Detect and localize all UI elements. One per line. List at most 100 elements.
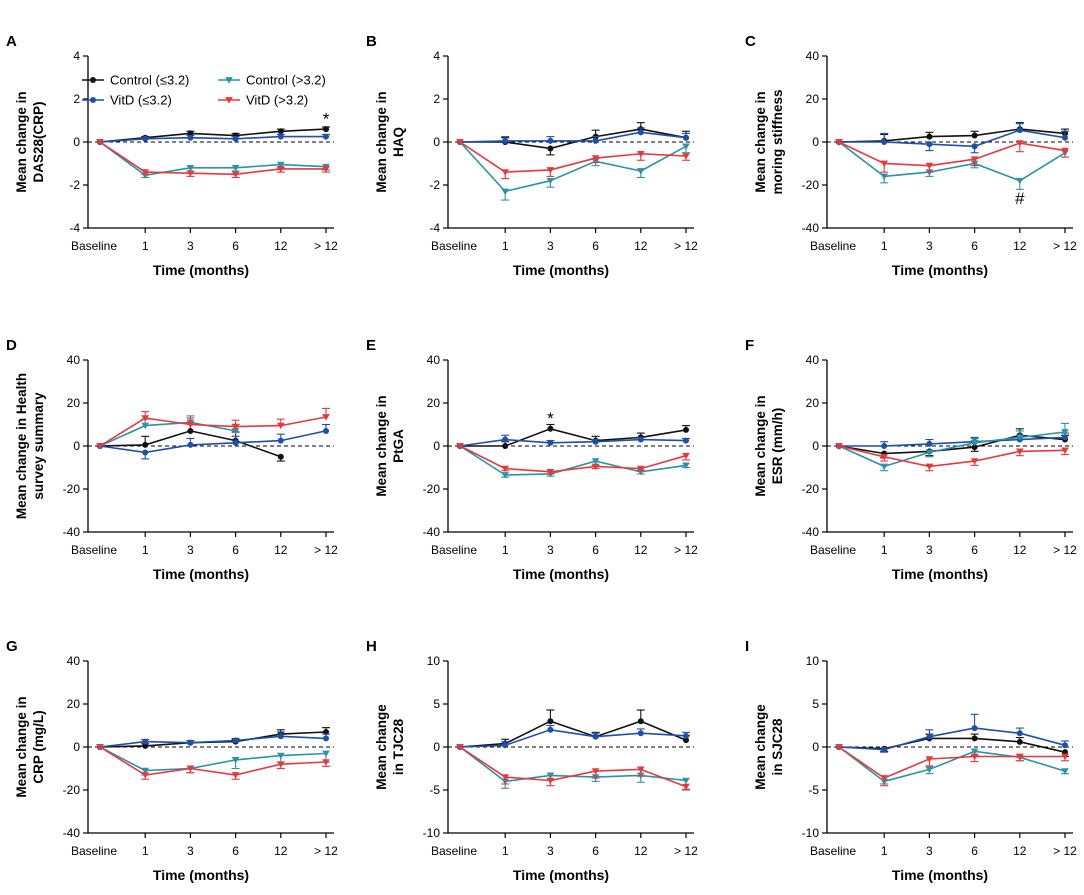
x-tick-label: 6: [971, 844, 978, 858]
data-point: [1062, 434, 1068, 441]
x-tick-label: > 12: [674, 239, 698, 253]
series-line: [838, 746, 1065, 779]
data-point: [232, 135, 239, 142]
series-line: [838, 128, 1066, 143]
data-point: [835, 744, 843, 751]
panel-letter: E: [366, 337, 376, 354]
x-tick-label: 6: [592, 543, 599, 557]
series-line: [99, 141, 326, 176]
y-axis-label: DAS28(CRP): [31, 101, 46, 182]
x-tick-label: Baseline: [71, 239, 117, 253]
data-point: [971, 132, 978, 139]
chart-panel-g: G -40 -20 0 20 40 Baseline 1 3 6 12 > 12 Time (month…: [6, 638, 338, 883]
series-line: [99, 416, 327, 447]
series-2: [96, 744, 330, 776]
series-3: [96, 744, 330, 780]
data-point: [971, 725, 978, 732]
data-point: [322, 750, 330, 758]
data-point: [502, 443, 509, 449]
series-line: [459, 728, 687, 748]
panel-letter: D: [6, 337, 17, 354]
series-line: [460, 427, 687, 447]
data-point: [880, 453, 888, 461]
data-point: [96, 139, 104, 146]
data-point: [186, 765, 195, 773]
y-tick-label: -20: [63, 783, 81, 797]
data-point: [1016, 177, 1024, 185]
x-tick-label: Baseline: [431, 239, 477, 253]
data-point: [141, 415, 149, 422]
data-point: [592, 733, 599, 740]
data-point: [231, 171, 240, 178]
data-point: [835, 443, 843, 450]
y-tick-label: -20: [63, 482, 81, 496]
data-point: [546, 167, 555, 174]
series-1: [457, 127, 690, 145]
y-axis-label: Mean change in: [374, 395, 389, 496]
legend-item: VitD (≤3.2): [82, 93, 172, 108]
series-line: [459, 438, 687, 447]
x-tick-label: 12: [274, 239, 288, 253]
data-point: [970, 748, 979, 755]
y-tick-label: 4: [73, 49, 80, 63]
legend-marker: [225, 77, 233, 84]
y-axis-label: ESR (mm/h): [770, 408, 785, 485]
y-axis-label: Mean change in: [753, 91, 768, 192]
y-tick-label: 20: [67, 697, 81, 711]
panel-letter: H: [366, 638, 377, 655]
data-point: [277, 761, 285, 768]
data-point: [186, 421, 195, 429]
series-3: [456, 443, 690, 476]
data-point: [501, 169, 509, 176]
y-tick-label: 0: [73, 439, 80, 453]
data-point: [1016, 448, 1024, 455]
x-tick-label: 6: [971, 543, 978, 557]
data-point: [187, 427, 194, 434]
data-point: [546, 468, 555, 476]
x-tick-label: > 12: [1053, 543, 1077, 557]
data-point: [1016, 140, 1024, 147]
y-tick-label: -40: [802, 221, 820, 235]
data-point: [926, 440, 933, 447]
data-point: [1016, 730, 1023, 737]
x-tick-label: 12: [634, 543, 648, 557]
legend-marker: [90, 77, 96, 83]
data-point: [546, 777, 555, 785]
y-tick-label: 40: [806, 353, 820, 367]
series-3: [835, 443, 1069, 472]
data-point: [322, 166, 330, 173]
chart-panel-c: C -40 -20 0 20 40 Baseline 1 3 6 12 > 12 Time (month…: [745, 33, 1077, 278]
data-point: [547, 137, 554, 144]
y-tick-label: 20: [806, 92, 820, 106]
y-axis-label: Mean change in: [14, 91, 29, 192]
data-point: [232, 439, 239, 446]
data-point: [142, 742, 149, 749]
legend-label: VitD (>3.2): [246, 93, 308, 108]
data-point: [881, 139, 888, 145]
x-tick-label: > 12: [674, 844, 698, 858]
data-point: [591, 155, 600, 162]
data-point: [142, 738, 149, 745]
data-point: [637, 730, 644, 737]
y-tick-label: 0: [433, 439, 440, 453]
legend-label: Control (>3.2): [246, 73, 326, 88]
y-tick-label: -40: [63, 826, 81, 840]
series-line: [459, 720, 687, 748]
series-0: [457, 423, 690, 449]
chart-panel-b: B -4 -2 0 2 4 Baseline 1 3 6 12 > 12 Time (months) Me…: [366, 33, 698, 278]
data-point: [926, 133, 933, 140]
data-point: [141, 422, 149, 430]
data-point: [232, 737, 239, 744]
series-line: [459, 445, 687, 473]
x-tick-label: 12: [274, 844, 288, 858]
data-point: [637, 129, 644, 136]
data-point: [502, 742, 509, 749]
data-point: [547, 726, 554, 733]
x-tick-label: Baseline: [810, 239, 856, 253]
data-point: [277, 733, 284, 740]
data-point: [277, 166, 285, 173]
data-point: [683, 426, 689, 433]
x-tick-label: 3: [187, 239, 194, 253]
data-point: [1061, 753, 1069, 761]
data-point: [1061, 768, 1069, 775]
